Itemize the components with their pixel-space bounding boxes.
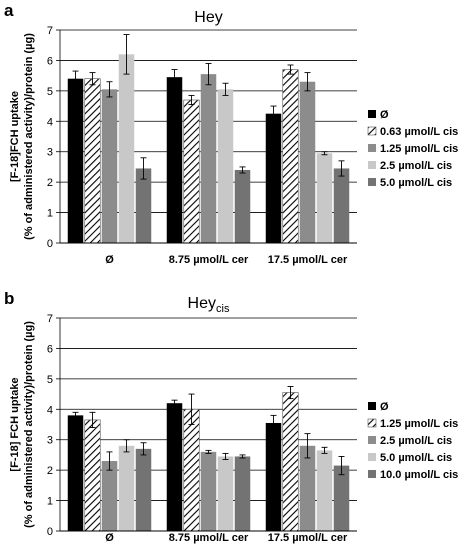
bar	[67, 415, 84, 531]
y-tick-label: 3	[47, 435, 53, 447]
chart-panel-a: a Hey 0 1 2 3 4 5 6 7 [F-18]FCH uptake (% of admini…	[4, 1, 458, 266]
bar	[101, 89, 118, 243]
legend-label: 2.5 µmol/L cis	[380, 160, 452, 172]
legend-label: Ø	[380, 401, 389, 413]
legend-label: 10.0 µmol/L cis	[380, 469, 458, 481]
legend-swatch	[368, 178, 376, 186]
bar	[166, 77, 183, 244]
legend-swatch	[368, 470, 376, 478]
bar	[316, 450, 333, 531]
x-category-label: Ø	[105, 532, 114, 544]
y-tick-label: 7	[47, 25, 53, 37]
bar	[234, 169, 251, 243]
legend-label: Ø	[380, 109, 389, 121]
legend-label: 5.0 µmol/L cis	[380, 452, 452, 464]
bar	[265, 113, 282, 243]
panel-label: b	[4, 289, 14, 308]
y-tick-label: 5	[47, 86, 53, 98]
legend-label: 1.25 µmol/L cis	[380, 418, 458, 430]
legend-label: 0.63 µmol/L cis	[380, 126, 458, 138]
x-category-label: 8.75 µmol/L cer	[169, 254, 249, 266]
chart-title: Heycis	[188, 295, 230, 315]
legend-label: 5.0 µmol/L cis	[380, 177, 452, 189]
bar	[333, 465, 350, 531]
y-axis-label-line2: (% of administered activity)/protein (µg…	[23, 321, 35, 528]
bar	[200, 451, 217, 531]
bar	[118, 445, 135, 531]
y-tick-label: 1	[47, 208, 53, 220]
bar	[84, 419, 101, 532]
legend-swatch	[367, 418, 377, 428]
bar	[333, 168, 350, 243]
legend: Ø 0.63 µmol/L cis 1.25 µmol/L cis 2.5 µmol/…	[367, 109, 458, 189]
y-tick-label: 0	[47, 238, 53, 250]
bar	[135, 168, 152, 243]
y-tick-label: 7	[47, 313, 53, 325]
bar	[217, 456, 234, 531]
x-category-label: 17.5 µmol/L cer	[268, 532, 348, 544]
y-axis-label-line2: (% of administered activity)/protein (µg…	[23, 33, 35, 240]
legend-swatch	[368, 110, 376, 118]
panel-label: a	[4, 1, 14, 20]
chart-panel-b: b Heycis 0 1 2 3 4 5 6 7 [F-18] FCH uptake (% of ad…	[4, 289, 458, 544]
bar	[265, 422, 282, 531]
chart-title-main: Hey	[188, 295, 216, 312]
legend-swatch	[367, 126, 377, 136]
bar	[67, 78, 84, 243]
bar	[299, 81, 316, 243]
y-axis-label-line1: [F-18]FCH uptake	[9, 91, 21, 182]
legend-label: 1.25 µmol/L cis	[380, 143, 458, 155]
y-tick-label: 2	[47, 465, 53, 477]
legend: Ø 1.25 µmol/L cis 2.5 µmol/L cis 5.0 µmol/L…	[367, 401, 458, 481]
bar	[183, 408, 200, 532]
x-category-label: Ø	[105, 254, 114, 266]
y-tick-label: 3	[47, 147, 53, 159]
bar	[200, 74, 217, 243]
bar	[299, 445, 316, 531]
x-category-label: 8.75 µmol/L cer	[169, 532, 249, 544]
y-tick-label: 1	[47, 496, 53, 508]
y-axis-label-line1: [F-18] FCH uptake	[9, 377, 21, 471]
legend-label: 2.5 µmol/L cis	[380, 435, 452, 447]
bar	[101, 461, 118, 531]
chart-title-subscript: cis	[216, 303, 230, 315]
chart-title-main: Hey	[194, 9, 222, 26]
y-tick-label: 4	[47, 116, 53, 128]
bar	[118, 54, 135, 243]
legend-swatch	[368, 453, 376, 461]
bar	[217, 89, 234, 243]
bar	[166, 403, 183, 531]
y-tick-label: 0	[47, 526, 53, 538]
bar	[282, 392, 299, 532]
y-tick-label: 6	[47, 55, 53, 67]
bar	[84, 78, 101, 244]
x-category-label: 17.5 µmol/L cer	[268, 254, 348, 266]
bar	[234, 456, 251, 531]
y-tick-label: 4	[47, 404, 53, 416]
bar	[135, 448, 152, 531]
y-tick-label: 5	[47, 374, 53, 386]
legend-swatch	[368, 161, 376, 169]
y-tick-label: 6	[47, 343, 53, 355]
legend-swatch	[368, 402, 376, 410]
y-tick-label: 2	[47, 177, 53, 189]
legend-swatch	[368, 144, 376, 152]
legend-swatch	[368, 436, 376, 444]
bar	[183, 99, 200, 244]
bar	[282, 69, 299, 244]
bar	[316, 153, 333, 243]
chart-title: Hey	[194, 9, 222, 26]
